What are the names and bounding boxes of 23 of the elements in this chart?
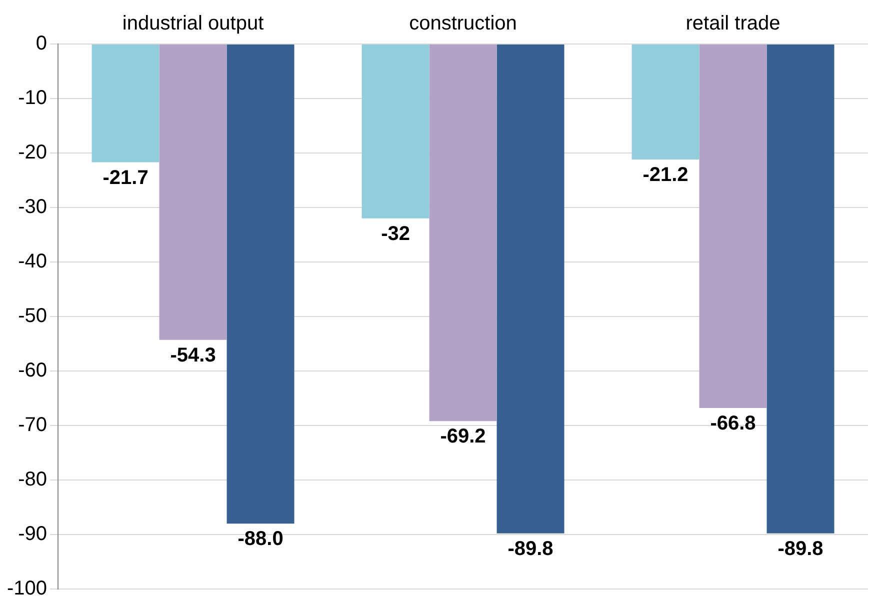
y-tick-label: 0 (36, 32, 48, 55)
y-tick-label: -40 (18, 250, 48, 273)
y-tick-label: -10 (18, 87, 48, 110)
y-tick-label: -90 (18, 523, 48, 546)
data-label: -89.8 (778, 538, 824, 560)
y-tick-label: -20 (18, 142, 48, 164)
data-label: -54.3 (170, 344, 216, 366)
y-tick-label: -60 (18, 360, 48, 382)
data-label: -89.8 (508, 538, 554, 560)
x-tick-label: industrial output (122, 12, 264, 35)
y-tick-label: -80 (18, 468, 48, 491)
data-label: -21.2 (642, 164, 688, 186)
data-label: -88.0 (238, 528, 284, 550)
data-label: -66.8 (710, 412, 756, 435)
data-label: -32 (381, 222, 410, 245)
x-tick-label: retail trade (686, 12, 780, 35)
y-tick-label: -30 (18, 196, 48, 218)
x-tick-label: construction (409, 12, 517, 35)
data-label: -69.2 (440, 426, 486, 448)
y-tick-label: -100 (7, 578, 48, 600)
y-tick-label: -50 (18, 305, 48, 328)
y-tick-label: -70 (18, 414, 48, 436)
data-label: -21.7 (102, 166, 148, 189)
